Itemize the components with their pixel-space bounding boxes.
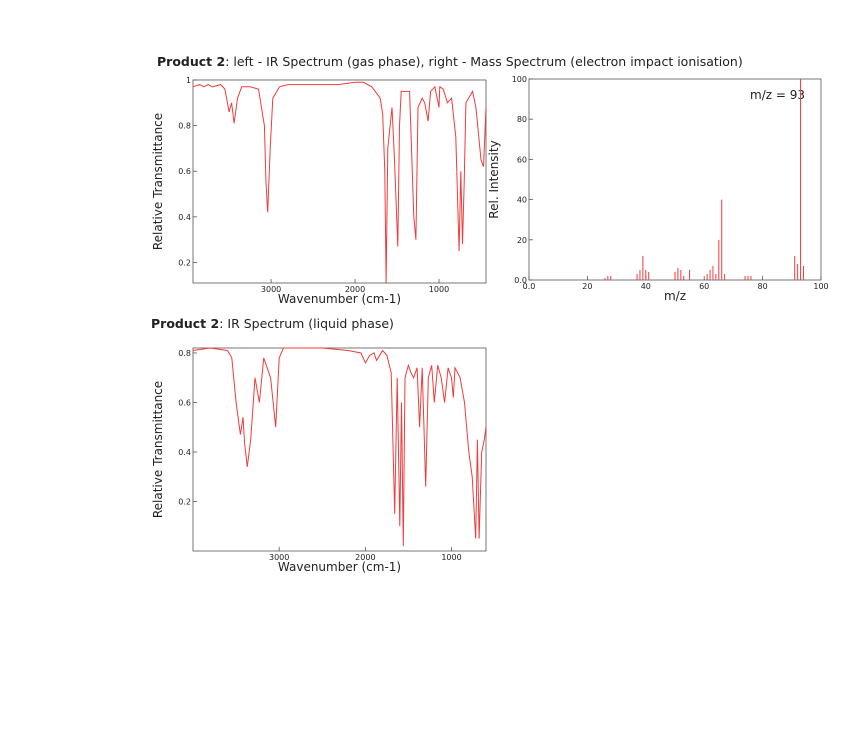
heading-text: : IR Spectrum (liquid phase)	[219, 316, 394, 331]
heading-text: : left - IR Spectrum (gas phase), right …	[225, 54, 743, 69]
annotation: m/z = 93	[750, 88, 805, 102]
y-axis-label: Relative Transmittance	[151, 113, 165, 250]
plot-frame	[528, 78, 822, 281]
spectrum-line	[192, 81, 487, 284]
x-tick-label: 40	[641, 282, 651, 291]
y-tick-label: 0.8	[178, 349, 191, 358]
y-tick-label: 40	[517, 196, 527, 205]
y-tick-label: 0.4	[178, 448, 191, 457]
plot-frame	[192, 347, 487, 552]
y-tick-label: 80	[517, 115, 527, 124]
x-tick-label: 20	[582, 282, 592, 291]
x-axis-label: Wavenumber (cm-1)	[278, 292, 401, 306]
y-tick-label: 60	[517, 155, 527, 164]
x-tick-label: 100	[813, 282, 828, 291]
y-tick-label: 20	[517, 236, 527, 245]
heading-product: Product 2	[151, 316, 219, 331]
x-axis-label: m/z	[664, 289, 686, 303]
y-tick-label: 0.0	[514, 276, 527, 285]
x-tick-label: 3000	[269, 553, 289, 562]
y-axis-label: Rel. Intensity	[487, 140, 501, 218]
heading: Product 2: IR Spectrum (liquid phase)	[151, 316, 394, 331]
plot-frame	[192, 79, 487, 284]
x-tick-label: 60	[699, 282, 709, 291]
x-tick-label: 0.0	[523, 282, 536, 291]
y-tick-label: 0.6	[178, 167, 191, 176]
y-tick-label: 1	[186, 76, 191, 85]
x-tick-label: 80	[758, 282, 768, 291]
y-tick-label: 0.6	[178, 398, 191, 407]
x-tick-label: 2000	[355, 553, 375, 562]
x-axis-label: Wavenumber (cm-1)	[278, 560, 401, 574]
spectrum-line	[192, 347, 487, 547]
heading-product: Product 2	[157, 54, 225, 69]
y-axis-label: Relative Transmittance	[151, 381, 165, 518]
x-tick-label: 1000	[441, 553, 461, 562]
y-tick-label: 0.2	[178, 497, 191, 506]
x-tick-label: 2000	[345, 285, 365, 294]
y-tick-label: 0.4	[178, 213, 191, 222]
heading: Product 2: left - IR Spectrum (gas phase…	[157, 54, 743, 69]
x-tick-label: 1000	[429, 285, 449, 294]
x-tick-label: 3000	[261, 285, 281, 294]
y-tick-label: 0.2	[178, 258, 191, 267]
y-tick-label: 100	[512, 75, 527, 84]
y-tick-label: 0.8	[178, 122, 191, 131]
